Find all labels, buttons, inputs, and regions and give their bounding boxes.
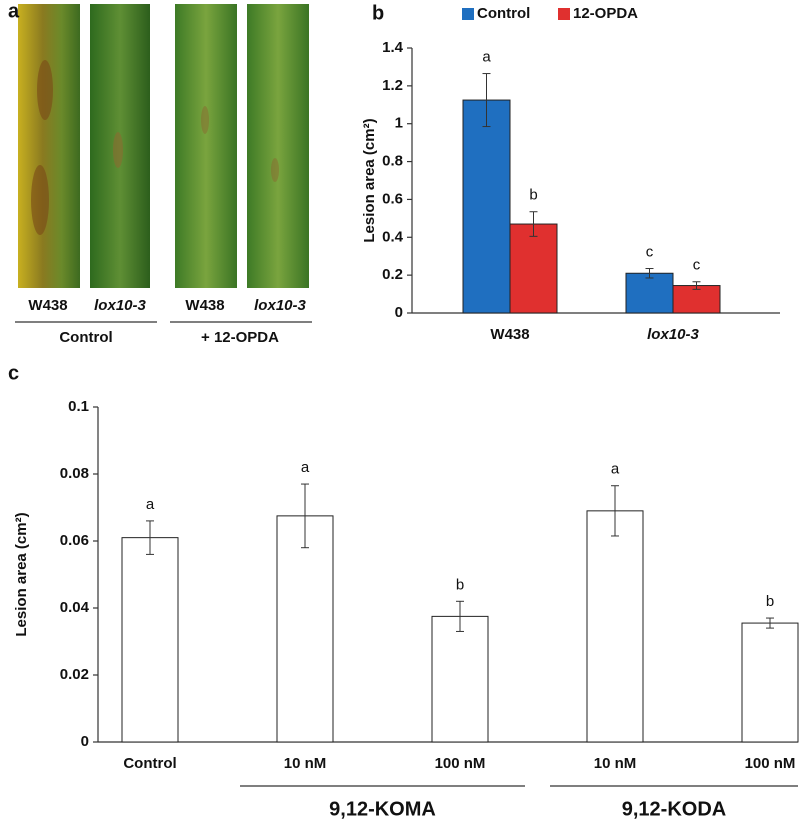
bar [625,272,674,314]
lesion [201,106,209,134]
y-tick-label: 0.08 [60,465,89,482]
y-tick-label: 0.04 [60,599,90,616]
legend-label: Control [477,5,530,22]
y-tick-label: 1.2 [382,77,403,94]
x-tick-label: lox10-3 [647,326,699,343]
significance-letter: c [693,257,701,274]
bar [672,285,721,314]
leaf [175,4,237,288]
legend-swatch [462,8,474,20]
significance-letter: a [611,461,620,478]
bar [741,622,799,743]
panel-label: c [8,362,19,384]
x-tick-label: 10 nM [594,755,637,772]
significance-letter: c [646,243,654,260]
leaf [247,4,309,288]
significance-letter: a [301,459,310,476]
bar [586,510,644,743]
lesion [271,158,279,182]
leaf-photos [18,4,309,288]
y-tick-label: 0.1 [68,398,89,415]
y-axis-label: Lesion area (cm²) [13,512,30,636]
lesion [31,165,49,235]
y-tick-label: 0.8 [382,153,403,170]
panel-label: b [372,2,384,24]
group-label: 9,12-KODA [622,798,726,820]
sample-label: lox10-3 [94,297,146,314]
bar [121,537,179,743]
y-tick-label: 0.06 [60,532,89,549]
bar [462,99,511,314]
legend-swatch [558,8,570,20]
y-tick-label: 0.6 [382,190,403,207]
sample-label: lox10-3 [254,297,306,314]
bar [276,515,334,743]
group-label: 9,12-KOMA [329,798,436,820]
group-label: Control [59,329,112,346]
significance-letter: b [766,593,774,610]
y-tick-label: 0.4 [382,228,404,245]
significance-letter: a [482,49,491,66]
legend-label: 12-OPDA [573,5,638,22]
bar [509,223,558,314]
group-label: + 12-OPDA [201,329,279,346]
x-tick-label: Control [123,755,176,772]
y-tick-label: 0 [81,733,89,750]
sample-label: W438 [185,297,224,314]
y-axis-label: Lesion area (cm²) [361,118,378,242]
y-tick-label: 0.2 [382,266,403,283]
leaf [18,4,80,288]
y-tick-label: 1.4 [382,39,404,56]
lesion [37,60,53,120]
significance-letter: b [529,187,537,204]
significance-letter: b [456,576,464,593]
lesion [113,132,123,168]
x-tick-label: 10 nM [284,755,327,772]
x-tick-label: 100 nM [435,755,486,772]
y-tick-label: 1 [395,115,403,132]
panel-label: a [8,0,20,22]
sample-label: W438 [28,297,67,314]
bar [431,615,489,743]
significance-letter: a [146,496,155,513]
y-tick-label: 0 [395,304,403,321]
x-tick-label: 100 nM [745,755,796,772]
x-tick-label: W438 [490,326,529,343]
y-tick-label: 0.02 [60,666,89,683]
